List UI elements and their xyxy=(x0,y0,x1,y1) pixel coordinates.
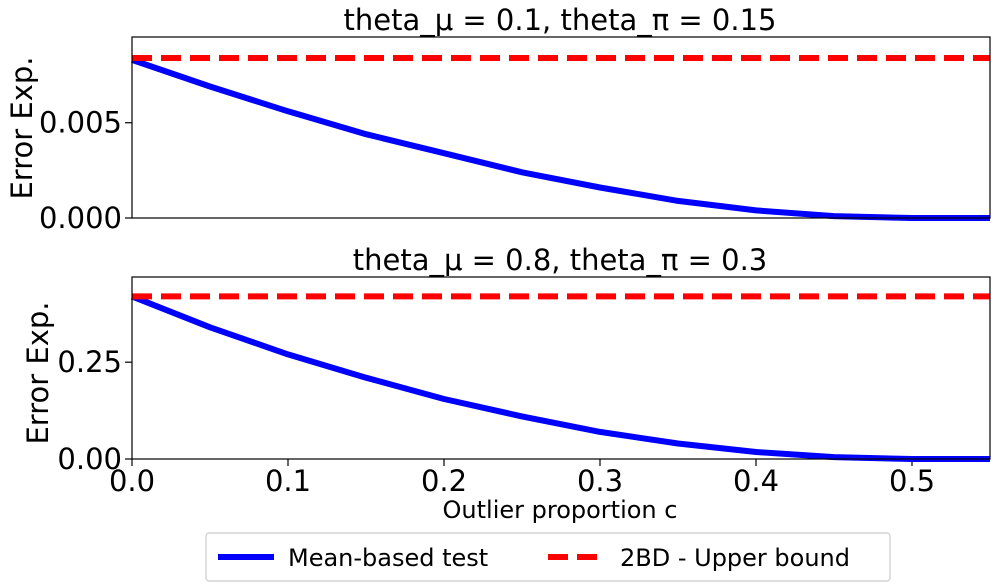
bottom-panel: theta_μ = 0.8, theta_π = 0.3 Error Exp. … xyxy=(21,243,991,524)
x-tick-label: 0.5 xyxy=(889,464,935,498)
bottom-panel-series xyxy=(130,293,990,462)
y-tick-label: 0.25 xyxy=(57,345,122,379)
top-panel-series xyxy=(131,55,990,221)
bottom-panel-title: theta_μ = 0.8, theta_π = 0.3 xyxy=(353,243,768,277)
legend: Mean-based test 2BD - Upper bound xyxy=(205,532,891,582)
bottom-panel-ticks: 0.00 0.25 0.0 0.1 0.2 0.3 0.4 0.5 xyxy=(57,345,935,498)
legend-label-mean-based-test: Mean-based test xyxy=(288,544,488,572)
top-panel-title: theta_μ = 0.1, theta_π = 0.15 xyxy=(344,3,777,37)
x-tick-label: 0.1 xyxy=(265,464,311,498)
top-panel-frame xyxy=(131,36,991,219)
mean-based-test-line xyxy=(131,57,990,221)
y-tick-label: 0.005 xyxy=(39,106,122,140)
bottom-panel-frame xyxy=(131,276,991,460)
x-axis-label: Outlier proportion c xyxy=(443,496,678,524)
x-tick-label: 0.0 xyxy=(109,464,155,498)
x-tick-label: 0.4 xyxy=(733,464,779,498)
mean-based-test-line xyxy=(130,293,990,462)
x-tick-label: 0.3 xyxy=(577,464,623,498)
y-tick-label: 0.00 xyxy=(57,442,122,476)
top-panel-ylabel: Error Exp. xyxy=(5,56,39,199)
x-tick-label: 0.2 xyxy=(421,464,467,498)
y-tick-label: 0.000 xyxy=(39,201,122,235)
legend-label-upper-bound: 2BD - Upper bound xyxy=(620,544,850,572)
top-panel-ticks: 0.000 0.005 xyxy=(39,106,132,235)
bottom-panel-ylabel: Error Exp. xyxy=(21,301,55,444)
top-panel: theta_μ = 0.1, theta_π = 0.15 Error Exp.… xyxy=(5,3,991,235)
